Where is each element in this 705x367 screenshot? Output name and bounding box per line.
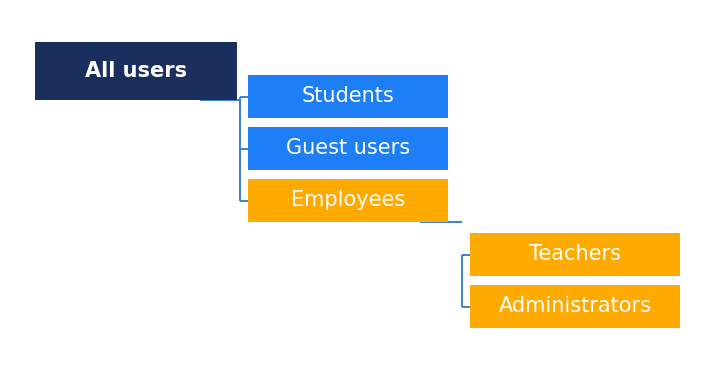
Text: Guest users: Guest users [286, 138, 410, 159]
Text: Administrators: Administrators [498, 297, 651, 316]
FancyBboxPatch shape [470, 285, 680, 328]
Text: Teachers: Teachers [529, 244, 621, 265]
FancyBboxPatch shape [470, 233, 680, 276]
Text: Employees: Employees [291, 190, 405, 211]
FancyBboxPatch shape [248, 75, 448, 118]
Text: Students: Students [302, 87, 394, 106]
FancyBboxPatch shape [35, 42, 237, 100]
Text: All users: All users [85, 61, 187, 81]
FancyBboxPatch shape [248, 179, 448, 222]
FancyBboxPatch shape [248, 127, 448, 170]
